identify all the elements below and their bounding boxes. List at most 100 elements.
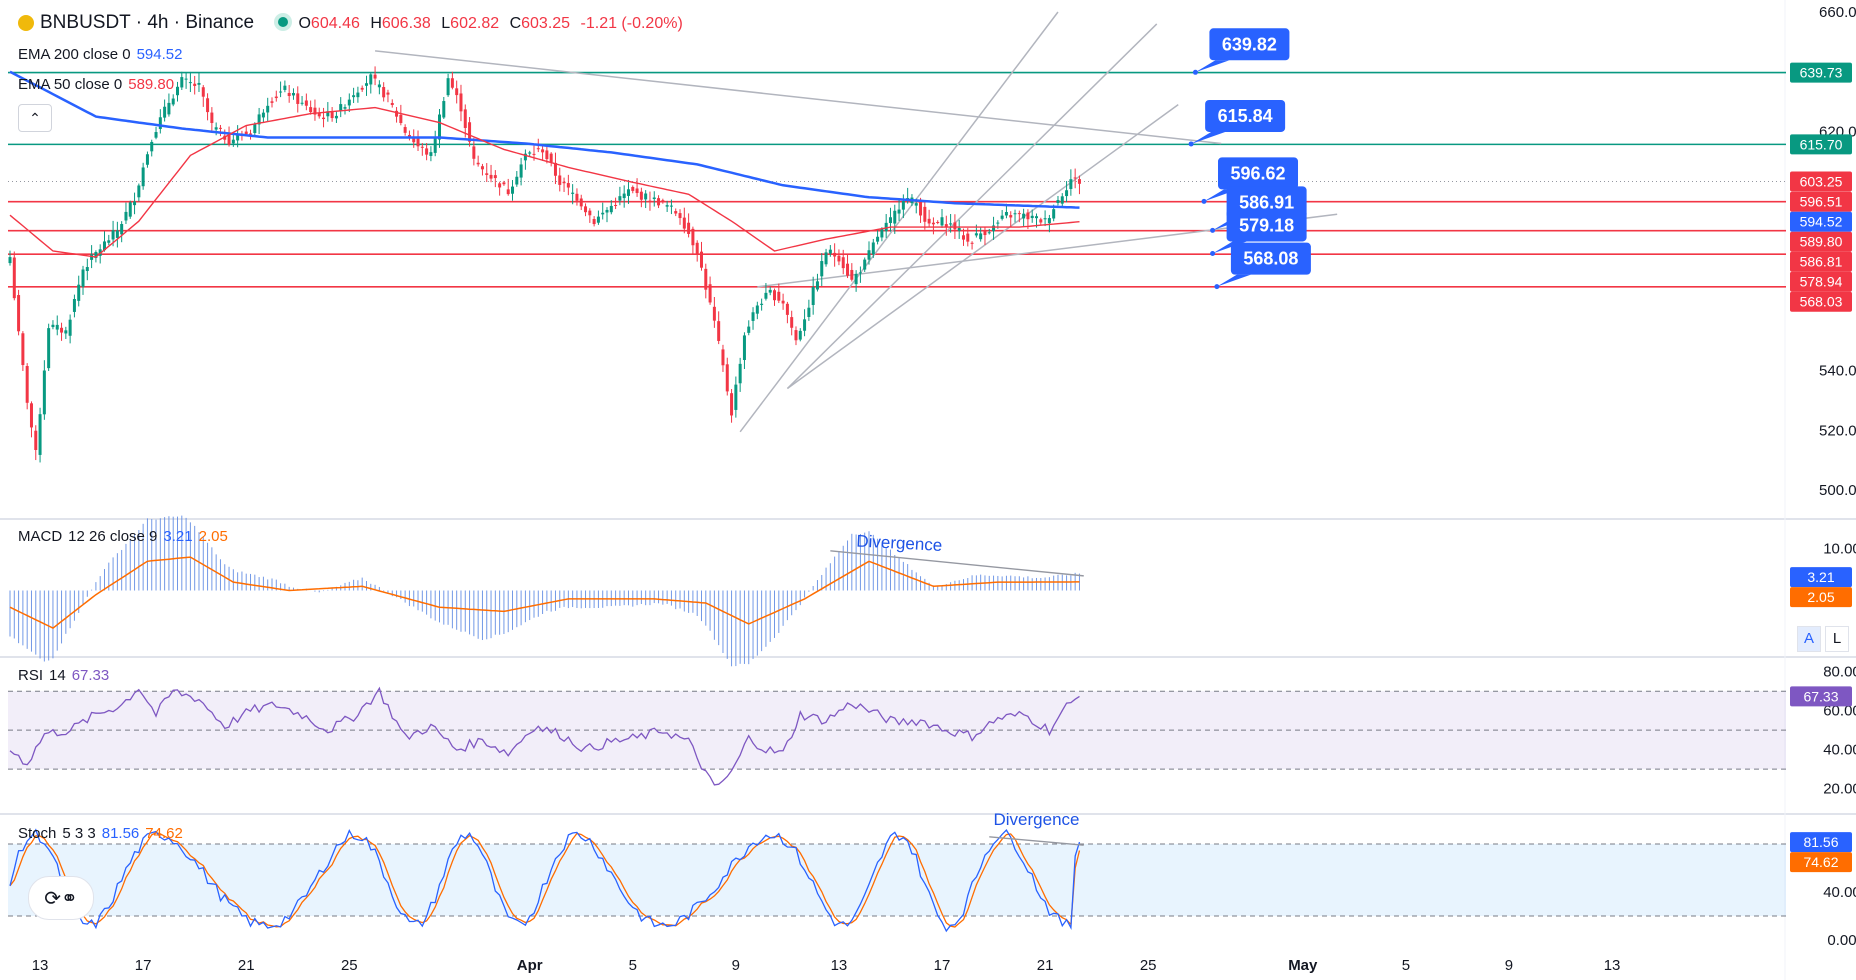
candle-body xyxy=(687,222,691,234)
ohlc-high-label: H xyxy=(370,15,382,32)
candle-body xyxy=(201,87,205,97)
candle-body xyxy=(807,307,811,317)
ema50-legend[interactable]: EMA 50 close 0 589.80 xyxy=(18,76,180,93)
candle-body xyxy=(184,78,188,80)
candle-body xyxy=(197,82,201,85)
candle-body xyxy=(1035,216,1039,219)
candle-body xyxy=(236,134,240,141)
candle-body xyxy=(738,363,742,384)
candle-body xyxy=(644,193,648,200)
candle-body xyxy=(373,74,377,79)
candle-body xyxy=(167,102,171,115)
axis-tag-bg xyxy=(1790,134,1852,155)
candle-body xyxy=(708,284,712,303)
rsi-legend[interactable]: RSI 14 67.33 xyxy=(18,667,115,684)
candle-body xyxy=(364,83,368,86)
stoch-d-line xyxy=(9,832,1081,928)
macd-legend[interactable]: MACD 12 26 close 9 3.21 2.05 xyxy=(18,528,234,545)
stoch-axis-tag: 74.62 xyxy=(1790,852,1852,873)
candle-body xyxy=(1069,179,1073,189)
macd-axis-tag: 3.21 xyxy=(1790,567,1852,588)
candle-body xyxy=(12,257,16,299)
candle-body xyxy=(313,107,317,115)
candle-body xyxy=(588,210,592,216)
callout-label: 579.18 xyxy=(1239,215,1294,235)
auto-scale-button[interactable]: A xyxy=(1797,626,1821,652)
callout-anchor xyxy=(1201,198,1207,204)
callout-pointer xyxy=(1195,60,1230,73)
candle-body xyxy=(279,91,283,93)
candle-body xyxy=(25,366,29,403)
candle-body xyxy=(429,152,433,156)
candle-body xyxy=(511,186,515,194)
candle-body xyxy=(438,114,441,140)
candle-body xyxy=(1056,200,1060,203)
candle-body xyxy=(622,193,626,199)
rsi-tick-label: 80.00 xyxy=(1823,664,1856,681)
candle-body xyxy=(188,82,192,84)
candle-body xyxy=(124,211,128,221)
collapse-legend-button[interactable]: ⌃ xyxy=(18,104,52,132)
candle-body xyxy=(790,317,794,328)
ohlc-low-label: L xyxy=(441,15,451,32)
bnb-logo-icon xyxy=(18,14,34,31)
candle-body xyxy=(322,117,326,120)
axis-tag-label: 578.94 xyxy=(1800,274,1843,290)
axis-tag-bg xyxy=(1790,171,1852,192)
stoch-axis-tag: 81.56 xyxy=(1790,832,1852,853)
callout-anchor xyxy=(1188,141,1194,147)
candle-body xyxy=(596,216,600,223)
candle-body xyxy=(343,107,347,109)
candle-body xyxy=(652,197,656,199)
candle-body xyxy=(609,205,613,213)
macd-divergence-line xyxy=(830,550,1084,577)
candle-body xyxy=(47,328,51,369)
log-scale-button[interactable]: L xyxy=(1825,626,1849,652)
candle-body xyxy=(626,189,630,196)
ohlc-open-label: O xyxy=(298,15,311,32)
candle-body xyxy=(150,141,154,152)
candle-body xyxy=(794,330,798,341)
candle-body xyxy=(283,85,287,90)
candle-body xyxy=(566,183,570,188)
candle-body xyxy=(485,173,489,175)
candle-body xyxy=(360,87,364,90)
trendline xyxy=(739,11,1059,433)
symbol-title[interactable]: BNBUSDT · 4h · Binance xyxy=(40,12,255,33)
axis-tag-label: 594.52 xyxy=(1800,214,1843,230)
candle-body xyxy=(931,222,935,225)
axis-tag-label: 74.62 xyxy=(1803,854,1838,870)
price-axis-tag: 578.94 xyxy=(1790,271,1852,292)
candle-body xyxy=(523,153,527,161)
candle-body xyxy=(180,77,184,88)
candle-body xyxy=(614,204,618,206)
price-callout: 615.84 xyxy=(1188,99,1286,147)
candle-body xyxy=(992,225,996,232)
rsi-line xyxy=(9,686,1080,786)
candle-body xyxy=(480,166,484,170)
rsi-tick-label: 20.00 xyxy=(1823,781,1856,798)
rsi-band xyxy=(8,691,1786,770)
candle-body xyxy=(34,430,38,450)
stoch-legend[interactable]: Stoch 5 3 3 81.56 74.62 xyxy=(18,825,189,842)
macd-signal-line xyxy=(9,556,1080,629)
candle-body xyxy=(601,212,605,215)
tradingview-logo-icon[interactable]: ⟳⚭ xyxy=(28,876,94,920)
candle-body xyxy=(257,114,261,125)
candle-body xyxy=(68,319,72,336)
axis-tag-bg xyxy=(1790,231,1852,252)
candle-body xyxy=(678,213,682,219)
axis-tag-bg xyxy=(1790,251,1852,272)
candle-body xyxy=(1065,190,1069,197)
candle-body xyxy=(914,203,918,206)
trendline xyxy=(786,104,1179,390)
rsi-label: RSI xyxy=(18,667,44,684)
macd-axis-tag: 2.05 xyxy=(1790,587,1852,608)
candle-body xyxy=(858,272,862,274)
candle-body xyxy=(760,303,764,305)
candle-body xyxy=(60,327,64,333)
candle-body xyxy=(81,269,85,287)
ema200-legend[interactable]: EMA 200 close 0 594.52 xyxy=(18,46,188,63)
candle-body xyxy=(450,78,454,88)
